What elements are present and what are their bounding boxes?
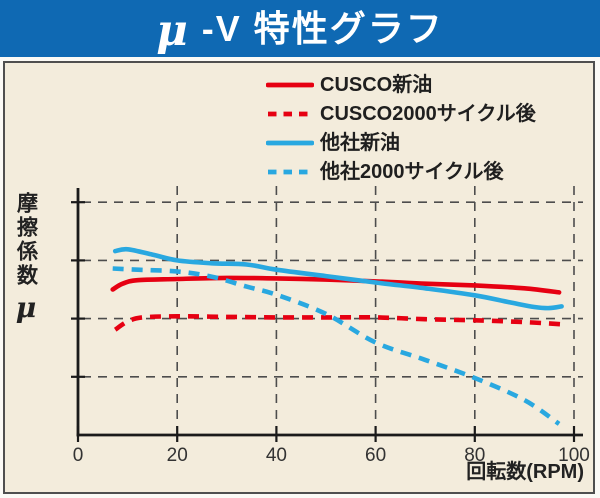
x-tick-label: 80 (464, 445, 485, 466)
x-tick-label: 60 (365, 445, 386, 466)
legend-line-swatch-red-dashed (268, 111, 312, 116)
legend-label: 他社2000サイクル後 (320, 160, 504, 183)
x-tick-label: 40 (266, 445, 287, 466)
series-line-solid-other (112, 246, 564, 311)
x-tick-label: 0 (73, 445, 84, 466)
legend-label: 他社新油 (320, 131, 400, 154)
series-line-solid-cusco (110, 275, 562, 295)
series-line-dashed-cusco (113, 313, 565, 332)
legend-label: CUSCO2000サイクル後 (320, 102, 536, 125)
legend-item: 他社新油 (266, 128, 536, 157)
x-tick-label: 20 (167, 445, 188, 466)
legend-item: CUSCO2000サイクル後 (266, 99, 536, 128)
chart-panel (3, 61, 595, 494)
legend-item: 他社2000サイクル後 (266, 157, 536, 186)
y-axis-mu-symbol: μ (15, 291, 37, 324)
y-axis-label: 摩擦係数 μ (8, 192, 44, 322)
page-title: μ -V 特性グラフ (156, 6, 444, 56)
mu-symbol: μ (156, 6, 190, 56)
title-bar: μ -V 特性グラフ (0, 0, 600, 57)
legend-line-swatch-blue-dashed (268, 169, 312, 174)
legend: CUSCO新油 CUSCO2000サイクル後 他社新油 他社2000サイクル後 (266, 70, 536, 186)
legend-line-swatch-red-solid (266, 82, 314, 87)
legend-label: CUSCO新油 (320, 73, 433, 96)
x-tick-label: 100 (558, 445, 590, 466)
series-line-dashed-other (112, 266, 561, 426)
x-axis-label: 回転数(RPM) (466, 461, 584, 483)
page-title-text: -V 特性グラフ (201, 7, 444, 49)
legend-line-swatch-blue-solid (266, 140, 314, 145)
y-axis-label-text: 摩擦係数 (14, 192, 38, 288)
legend-item: CUSCO新油 (266, 70, 536, 99)
